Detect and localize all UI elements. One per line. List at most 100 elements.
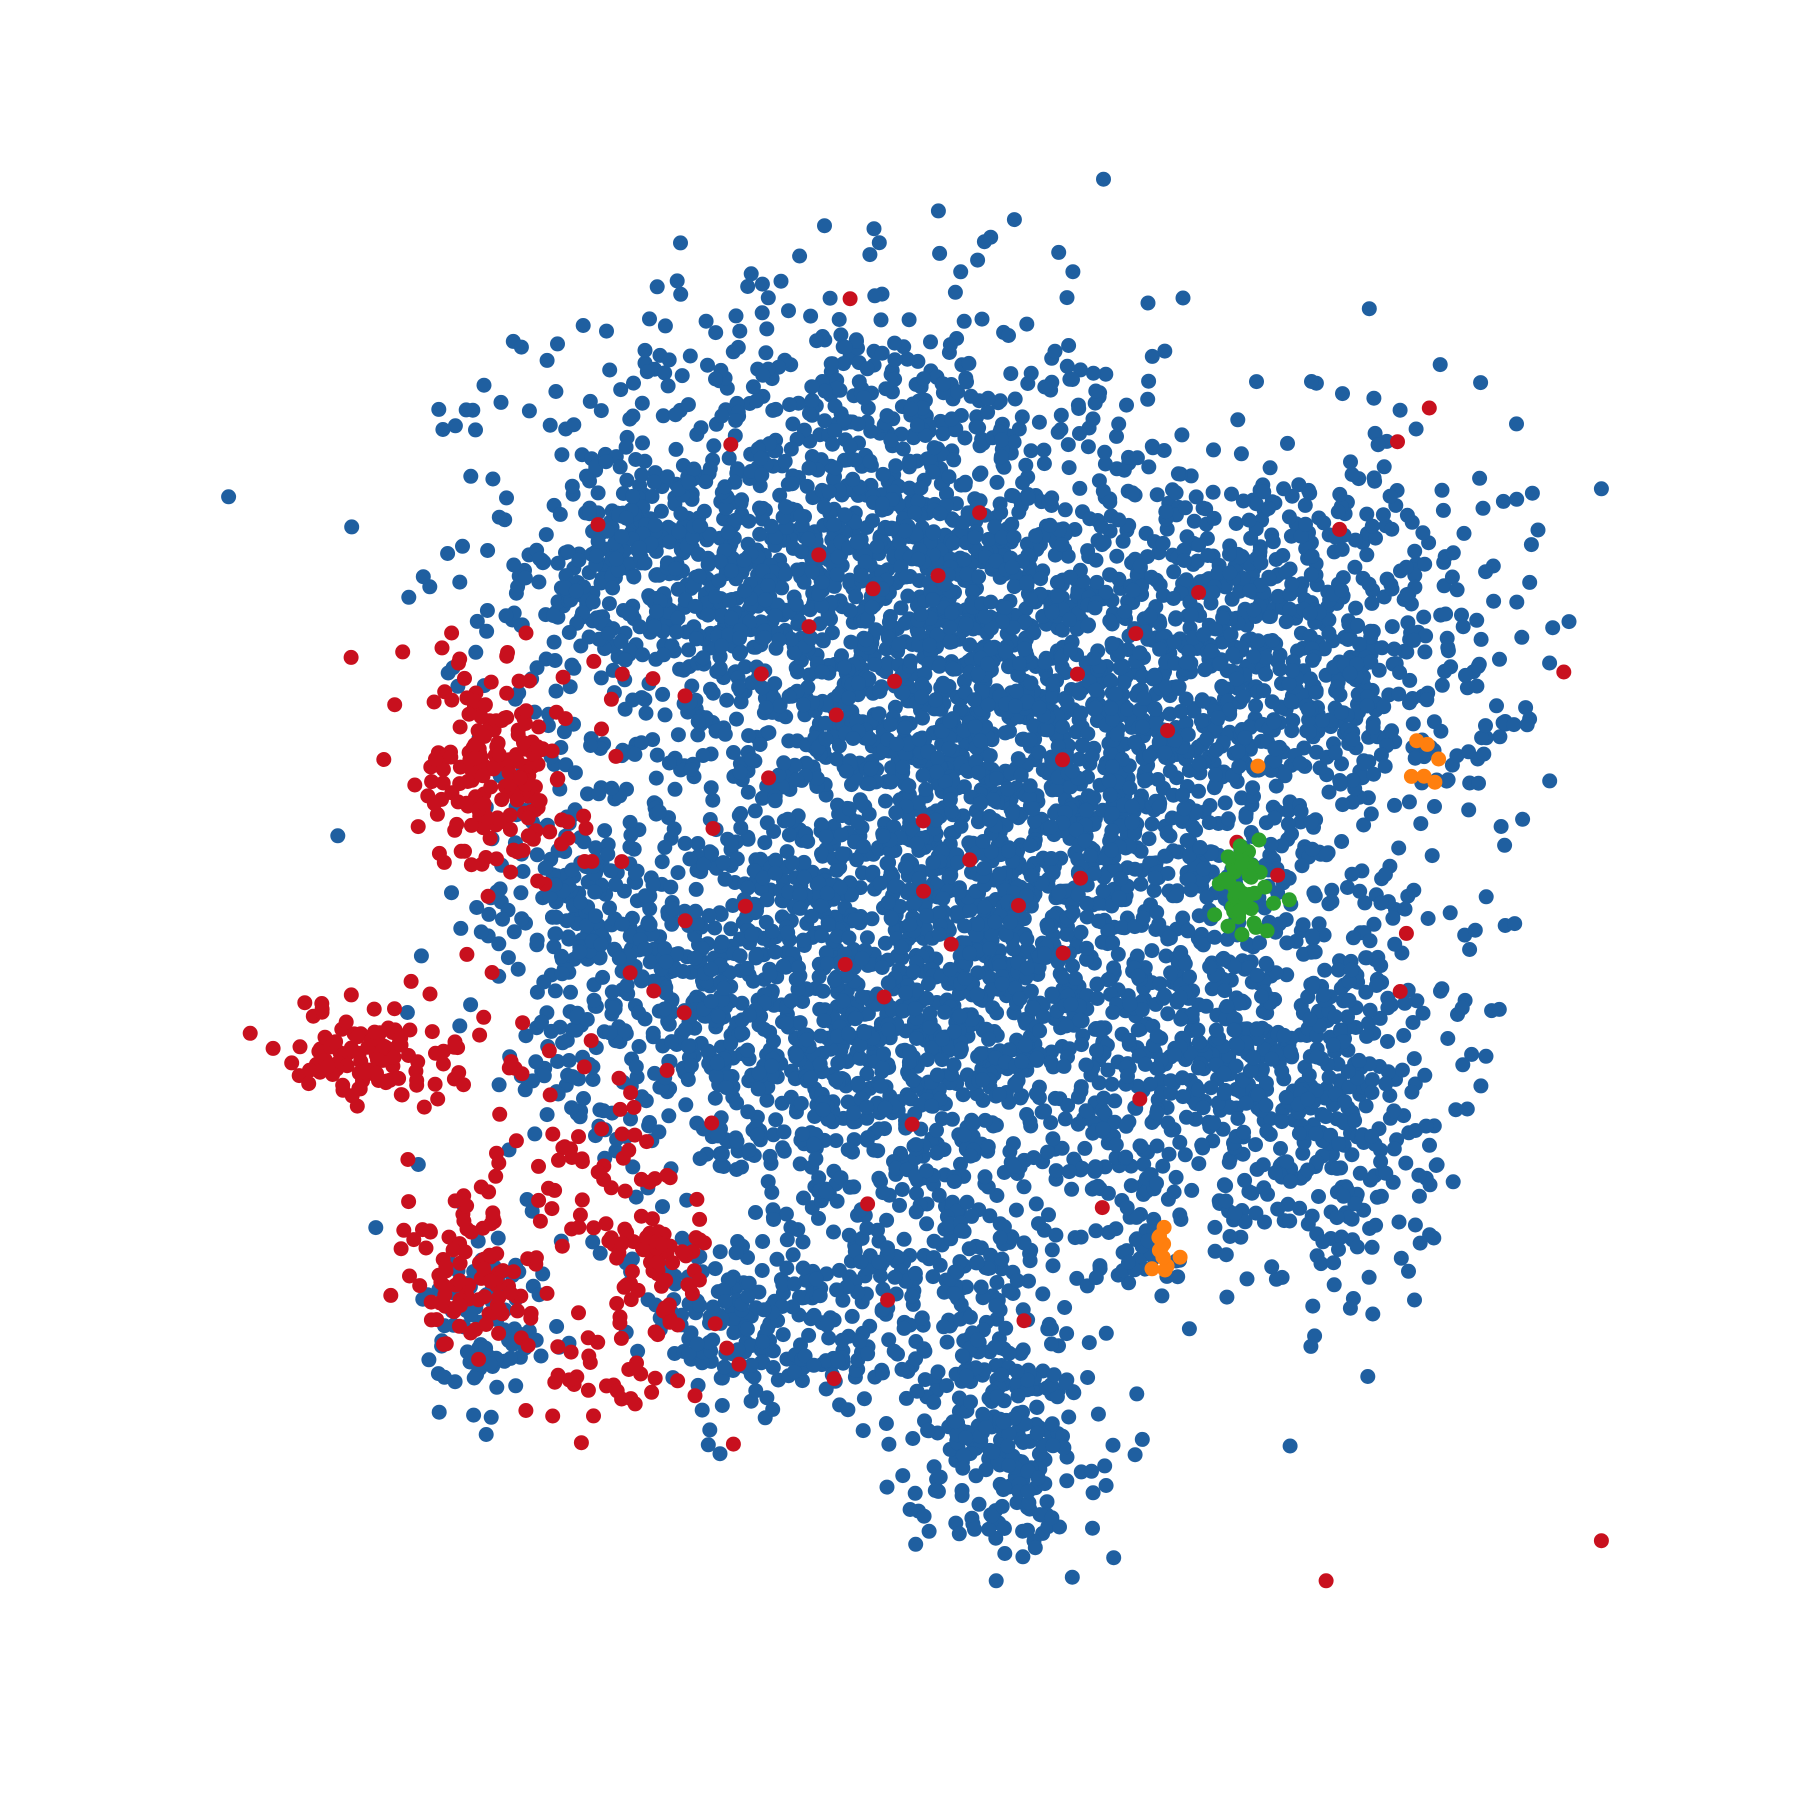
scatter-point (330, 828, 346, 844)
scatter-point (1305, 1298, 1321, 1314)
scatter-point (734, 492, 750, 508)
scatter-point (1258, 666, 1274, 682)
scatter-point (1449, 582, 1465, 598)
scatter-point (935, 426, 951, 442)
scatter-point (829, 567, 845, 582)
scatter-point (1217, 983, 1233, 999)
scatter-point (1379, 571, 1395, 587)
scatter-point (1391, 686, 1407, 702)
scatter-point (816, 499, 832, 515)
scatter-point (657, 365, 673, 381)
scatter-point (786, 645, 802, 661)
scatter-point (982, 641, 998, 657)
scatter-point (1075, 738, 1091, 754)
scatter-point (1262, 609, 1278, 625)
scatter-point (928, 812, 944, 828)
scatter-point (747, 803, 763, 819)
scatter-point (995, 614, 1010, 630)
scatter-point (1256, 484, 1272, 500)
scatter-point (1008, 683, 1024, 699)
scatter-point (1160, 866, 1176, 881)
scatter-point (916, 371, 932, 387)
scatter-point (967, 529, 982, 545)
scatter-point (1399, 587, 1415, 603)
scatter-point (1140, 391, 1156, 407)
scatter-point (1406, 882, 1422, 898)
scatter-point (875, 1185, 891, 1201)
scatter-point (917, 428, 933, 443)
scatter-point (642, 311, 657, 327)
scatter-point (1427, 799, 1442, 814)
scatter-point (861, 776, 877, 792)
scatter-point (1023, 443, 1039, 459)
scatter-point (1069, 1270, 1085, 1286)
scatter-point (1141, 459, 1157, 475)
scatter-point (1059, 358, 1075, 374)
scatter-point (1124, 814, 1140, 830)
scatter-point (941, 469, 957, 485)
scatter-point (508, 585, 524, 601)
scatter-point (920, 976, 936, 992)
scatter-point (754, 305, 770, 321)
scatter-point (1055, 815, 1071, 831)
scatter-point (1109, 428, 1124, 444)
scatter-point (755, 870, 771, 886)
scatter-point (582, 393, 598, 409)
scatter-point (1084, 748, 1100, 764)
scatter-point (1413, 816, 1429, 832)
scatter-point (1106, 960, 1122, 976)
scatter-point (1040, 1144, 1055, 1160)
scatter-point (871, 235, 887, 251)
scatter-point (942, 961, 958, 977)
scatter-point (554, 447, 570, 463)
scatter-point (905, 1072, 921, 1088)
scatter-point (1303, 814, 1319, 830)
scatter-point (1292, 755, 1308, 771)
scatter-point (723, 921, 739, 937)
scatter-point (1225, 646, 1241, 662)
scatter-point (982, 748, 998, 764)
scatter-point (993, 449, 1009, 465)
scatter-point (931, 1187, 947, 1203)
scatter-point (910, 625, 926, 641)
scatter-point (1087, 600, 1103, 616)
scatter-point (680, 397, 696, 413)
scatter-point (1063, 996, 1079, 1012)
scatter-point (754, 276, 770, 292)
scatter-point (1530, 522, 1546, 538)
scatter-point (970, 252, 986, 268)
scatter-point (678, 1097, 694, 1113)
scatter-point (1088, 682, 1104, 698)
scatter-point (634, 467, 650, 483)
scatter-point (944, 803, 960, 819)
scatter-point (1080, 726, 1096, 742)
scatter-point (946, 452, 962, 468)
scatter-point (1043, 1115, 1059, 1131)
scatter-point (718, 500, 734, 516)
scatter-point (683, 762, 699, 777)
scatter-point (878, 793, 893, 809)
scatter-point (1088, 552, 1104, 568)
scatter-point (765, 402, 781, 418)
scatter-point (1402, 695, 1417, 711)
scatter-point (828, 1072, 844, 1088)
scatter-point (1327, 745, 1343, 761)
scatter-point (1059, 290, 1075, 306)
scatter-point (1472, 470, 1488, 486)
scatter-point (1515, 811, 1531, 827)
scatter-point (973, 1046, 989, 1062)
scatter-point (710, 1128, 726, 1144)
scatter-point (860, 1130, 876, 1146)
scatter-point (876, 1046, 891, 1062)
scatter-point (982, 970, 998, 986)
scatter-point (1210, 565, 1226, 581)
scatter-point (499, 490, 514, 506)
scatter-point (1017, 641, 1033, 657)
scatter-point (1004, 559, 1020, 575)
scatter-point (950, 855, 966, 871)
scatter-point (826, 517, 842, 532)
scatter-point (908, 1204, 924, 1220)
scatter-point (1027, 813, 1043, 829)
scatter-point (1178, 572, 1194, 588)
scatter-point (1061, 338, 1077, 353)
